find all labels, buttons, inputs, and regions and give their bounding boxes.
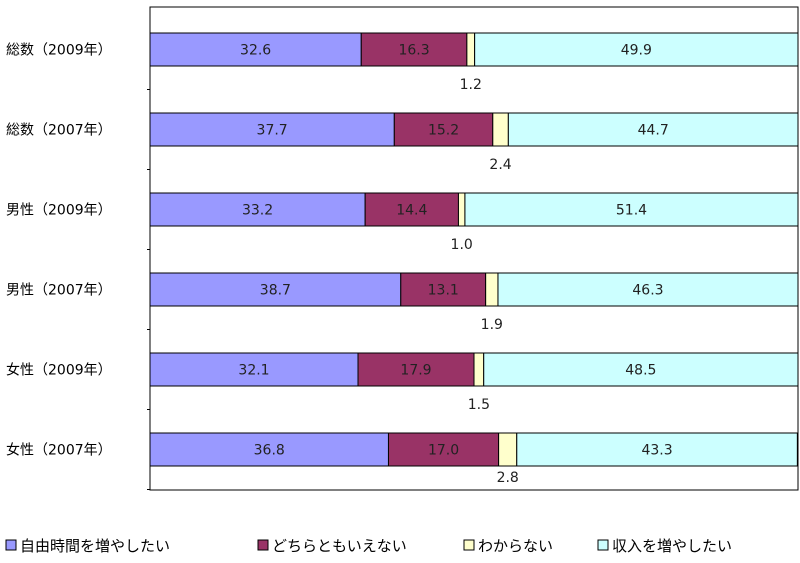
legend-label: どちらともいえない	[272, 537, 407, 555]
bar-segment	[364, 192, 459, 227]
data-label: 1.2	[460, 77, 482, 93]
legend-swatch	[463, 539, 475, 551]
bar-segment	[507, 112, 799, 147]
data-label: 17.0	[428, 443, 459, 459]
category-label: 男性（2009年）	[6, 203, 112, 219]
data-label: 43.3	[641, 443, 672, 459]
data-label: 46.3	[632, 283, 663, 299]
data-label: 36.8	[254, 443, 285, 459]
legend-label: わからない	[478, 537, 553, 555]
bar-segment	[473, 352, 485, 387]
bar-segment	[497, 272, 799, 307]
data-label: 2.8	[497, 470, 519, 486]
data-label: 15.2	[428, 123, 459, 139]
data-label: 32.6	[240, 43, 271, 59]
bar-segment	[498, 432, 518, 467]
data-label: 44.7	[638, 123, 669, 139]
bar-segment	[474, 32, 799, 67]
data-label: 48.5	[625, 363, 656, 379]
bar-segment	[464, 192, 799, 227]
data-label: 49.9	[621, 43, 652, 59]
bar-segment	[400, 272, 487, 307]
bar-segment	[149, 192, 366, 227]
legend-label: 自由時間を増やしたい	[20, 537, 170, 555]
data-label: 1.5	[468, 397, 490, 413]
data-label: 17.9	[400, 363, 431, 379]
category-label: 総数（2007年）	[6, 123, 112, 139]
data-label: 38.7	[260, 283, 291, 299]
data-label: 51.4	[616, 203, 647, 219]
bar-segment	[149, 432, 389, 467]
data-label: 2.4	[489, 157, 511, 173]
legend-swatch	[5, 539, 17, 551]
plot-area	[149, 6, 799, 491]
bar-segment	[387, 432, 500, 467]
bar-segment	[483, 352, 799, 387]
category-label: 女性（2009年）	[6, 362, 112, 379]
bar-segment	[149, 272, 402, 307]
bar-segment	[149, 32, 362, 67]
data-label: 1.9	[481, 317, 503, 333]
bar-segment	[466, 32, 476, 67]
data-label: 13.1	[428, 283, 459, 299]
data-label: 33.2	[242, 203, 273, 219]
bar-segment	[492, 112, 509, 147]
category-label: 総数（2009年）	[6, 43, 112, 59]
category-label: 男性（2007年）	[6, 283, 112, 299]
legend-label: 収入を増やしたい	[612, 537, 732, 555]
data-label: 14.4	[396, 203, 427, 219]
data-label: 1.0	[451, 237, 473, 253]
legend-swatch	[597, 539, 609, 551]
bar-segment	[485, 272, 499, 307]
bar-segment	[516, 432, 798, 467]
data-label: 37.7	[257, 123, 288, 139]
bar-segment	[457, 192, 466, 227]
bar-segment	[360, 32, 468, 67]
category-label: 女性（2007年）	[6, 442, 112, 459]
bar-segment	[357, 352, 475, 387]
legend-swatch	[257, 539, 269, 551]
bar-segment	[393, 112, 494, 147]
data-label: 32.1	[238, 363, 269, 379]
data-label: 16.3	[398, 43, 429, 59]
